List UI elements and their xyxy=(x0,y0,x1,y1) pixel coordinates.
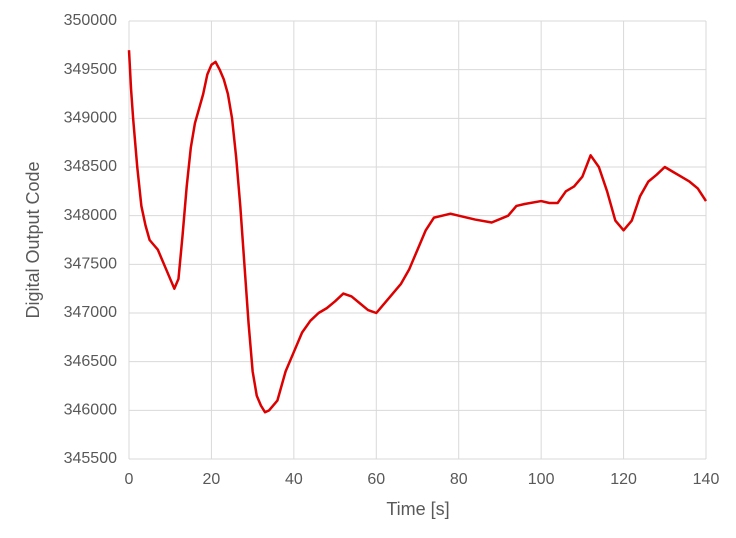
y-tick-label: 346000 xyxy=(64,402,117,419)
y-tick-label: 347500 xyxy=(64,256,117,273)
x-tick-label: 120 xyxy=(610,471,637,488)
y-tick-label: 347000 xyxy=(64,304,117,321)
x-tick-label: 60 xyxy=(367,471,385,488)
y-tick-label: 348000 xyxy=(64,207,117,224)
y-axis-label: Digital Output Code xyxy=(23,161,43,318)
data-line xyxy=(127,50,708,414)
y-tick-label: 350000 xyxy=(64,12,117,29)
x-tick-label: 80 xyxy=(450,471,468,488)
x-tick-label: 40 xyxy=(285,471,303,488)
x-axis-label: Time [s] xyxy=(386,499,449,519)
x-tick-label: 0 xyxy=(125,471,134,488)
y-tick-label: 349000 xyxy=(64,110,117,127)
x-tick-label: 140 xyxy=(693,471,720,488)
y-tick-label: 349500 xyxy=(64,61,117,78)
y-tick-label: 348500 xyxy=(64,158,117,175)
x-tick-label: 20 xyxy=(203,471,221,488)
x-tick-label: 100 xyxy=(528,471,555,488)
y-tick-label: 345500 xyxy=(64,450,117,467)
y-tick-label: 346500 xyxy=(64,353,117,370)
